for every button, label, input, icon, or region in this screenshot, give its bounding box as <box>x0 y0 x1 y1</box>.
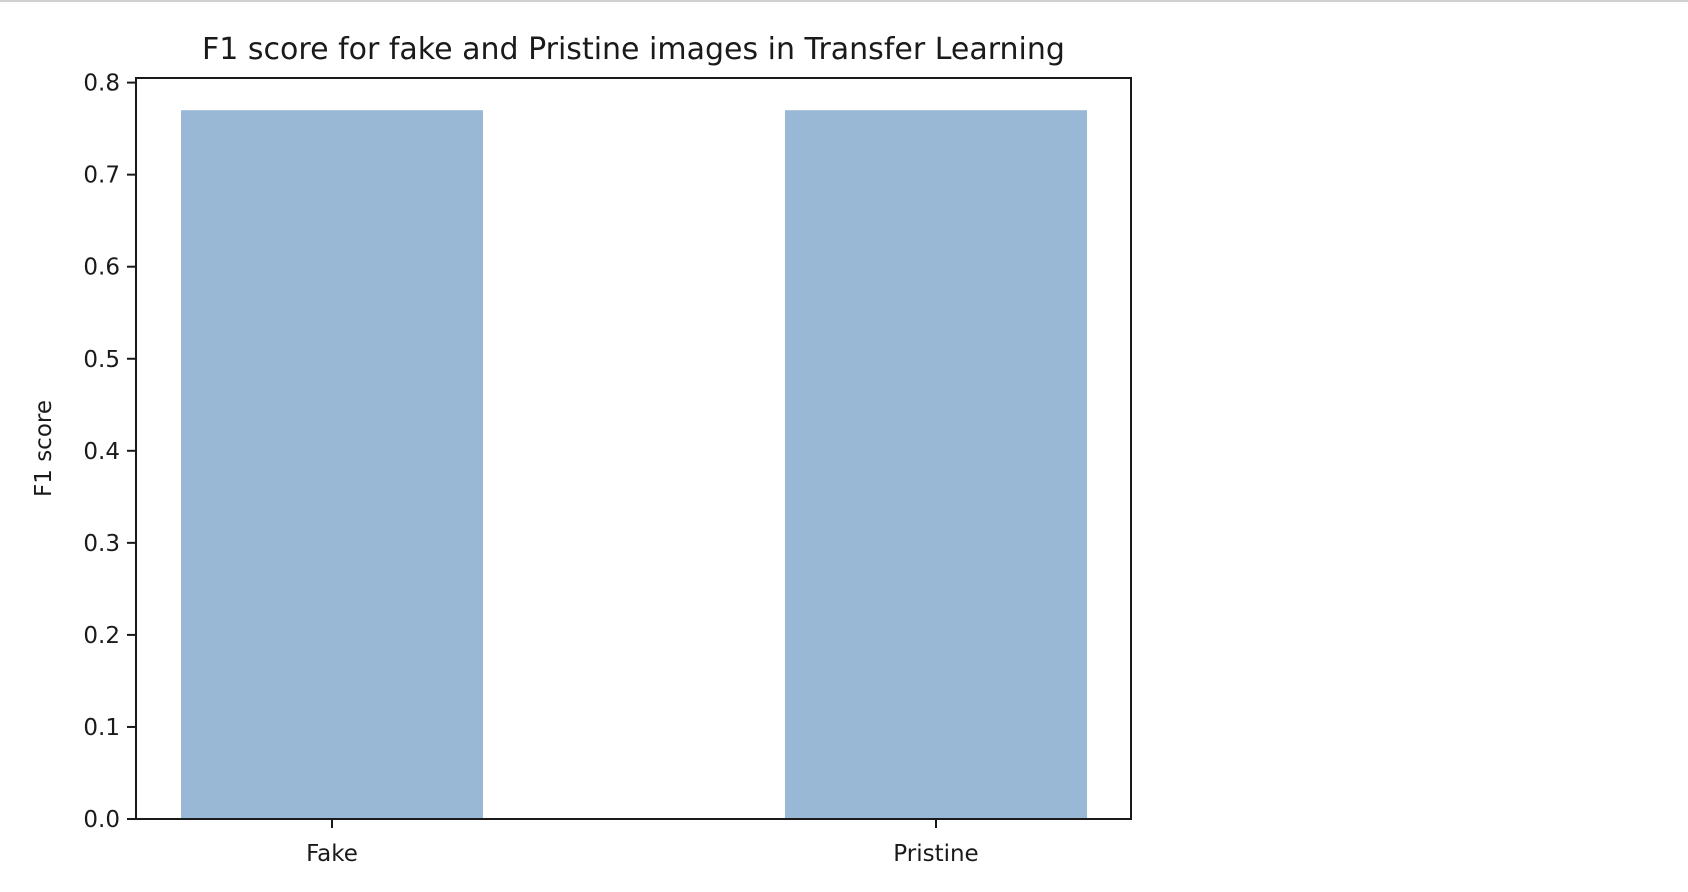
y-tick-label: 0.7 <box>83 163 120 189</box>
y-tick-label: 0.0 <box>83 807 120 833</box>
bar-fake <box>181 110 483 819</box>
x-axis: Fake Pristine <box>306 819 979 867</box>
y-tick-label: 0.2 <box>83 623 120 649</box>
top-divider <box>0 0 1688 2</box>
chart-title: F1 score for fake and Pristine images in… <box>202 32 1065 67</box>
y-tick-label: 0.8 <box>83 71 120 97</box>
y-tick-label: 0.4 <box>83 439 120 465</box>
y-tick-label: 0.6 <box>83 255 120 281</box>
x-tick-label: Fake <box>306 841 358 867</box>
bar-pristine <box>785 110 1087 819</box>
y-tick-label: 0.1 <box>83 715 120 741</box>
y-axis: 0.0 0.1 0.2 0.3 0.4 0.5 0.6 0.7 0.8 <box>83 71 136 833</box>
y-tick-label: 0.3 <box>83 531 120 557</box>
y-tick-label: 0.5 <box>83 347 120 373</box>
bars-layer <box>181 110 1087 819</box>
x-tick-label: Pristine <box>893 841 978 867</box>
y-axis-label: F1 score <box>31 400 57 497</box>
plot-frame <box>135 77 1132 820</box>
